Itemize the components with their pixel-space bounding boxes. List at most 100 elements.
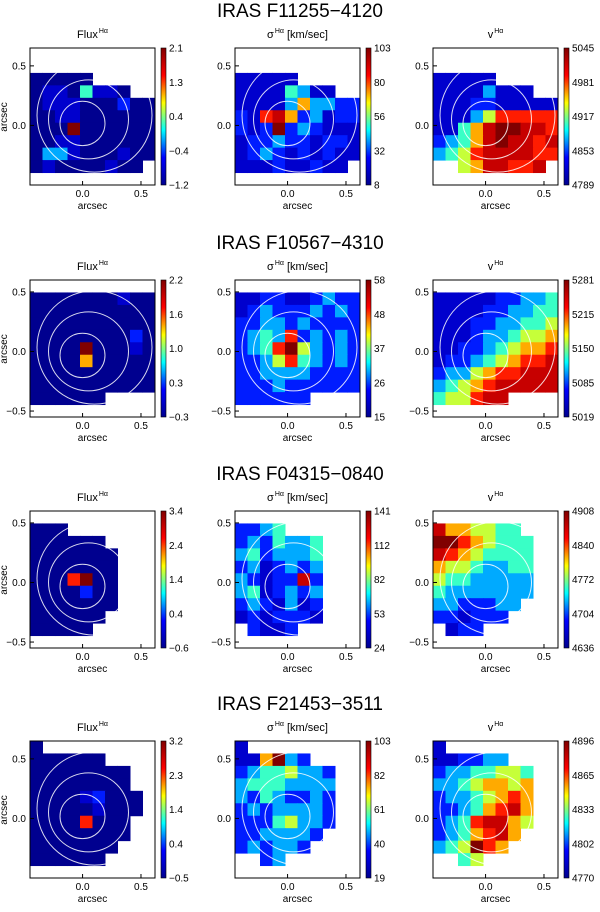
map-pixel — [30, 304, 43, 318]
x-tick-label: 0.0 — [281, 882, 295, 893]
map-pixel — [508, 122, 521, 136]
map-pixel — [105, 573, 118, 587]
map-pixel — [495, 610, 509, 624]
map-pixel — [30, 840, 43, 854]
panel-title: vHα — [421, 489, 571, 504]
map-pixel — [55, 765, 68, 779]
colorbar-tick-label: 82 — [374, 575, 386, 586]
map-pixel — [335, 354, 348, 368]
map-pixel — [235, 392, 248, 406]
map-pixel — [508, 135, 521, 149]
map-pixel — [272, 803, 286, 817]
map-pixel — [55, 85, 68, 99]
map-pixel — [458, 367, 471, 381]
map-pixel — [545, 342, 559, 356]
map-pixel — [260, 304, 273, 318]
map-pixel — [297, 840, 311, 854]
map-pixel — [533, 304, 546, 318]
colorbar-tick-label: 3.2 — [169, 737, 183, 748]
map-pixel — [347, 304, 361, 318]
contour-line — [264, 100, 311, 147]
map-pixel — [80, 147, 93, 161]
map-pixel — [495, 840, 509, 854]
y-tick-label: 0.5 — [12, 61, 26, 72]
axes-frame — [234, 740, 361, 879]
map-pixel — [30, 598, 43, 612]
map-pixel — [247, 354, 261, 368]
map-pixel — [67, 535, 81, 549]
colorbar-tick-label: 4853 — [572, 146, 595, 157]
map-pixel — [433, 392, 446, 406]
map-pixel — [495, 535, 509, 549]
map-pixel — [260, 97, 273, 111]
contour-line — [59, 793, 106, 840]
map-pixel — [30, 392, 43, 406]
map-pixel — [117, 765, 131, 779]
map-pixel — [80, 354, 93, 368]
map-pixel — [297, 317, 311, 331]
map-pixel — [445, 585, 459, 599]
panel-unit: [km/sec] — [283, 261, 328, 273]
map-pixel — [322, 85, 336, 99]
map-pixel — [520, 803, 534, 817]
map-pixel — [92, 598, 106, 612]
map-pixel — [483, 535, 496, 549]
x-tick-label: 0.0 — [281, 652, 295, 663]
map-pixel — [483, 97, 496, 111]
map-pixel — [117, 803, 131, 817]
map-pixel — [520, 585, 534, 599]
x-axis-label: arcsec — [77, 664, 108, 675]
panel-title: σHα [km/sec] — [223, 719, 373, 734]
x-axis-label: arcsec — [282, 201, 313, 212]
map-pixel — [235, 367, 248, 381]
map-pixel — [508, 790, 521, 804]
map-pixel — [55, 573, 68, 587]
map-pixel — [42, 354, 56, 368]
map-pixel — [235, 548, 248, 562]
contour-line — [264, 793, 311, 840]
map-pixel — [272, 110, 286, 124]
map-pixel — [520, 367, 534, 381]
contour-line — [253, 542, 334, 623]
map-pixel — [260, 110, 273, 124]
colorbar — [365, 740, 372, 879]
map-pixel — [247, 623, 261, 637]
map-pixel — [130, 160, 143, 174]
map-pixel — [285, 840, 298, 854]
panel-quantity: Flux — [77, 722, 98, 734]
map-pixel — [458, 317, 471, 331]
map-pixel — [470, 122, 484, 136]
map-pixel — [297, 85, 311, 99]
map-pixel — [335, 367, 348, 381]
map-pixel — [42, 828, 56, 842]
map-pixel — [80, 585, 93, 599]
map-pixel — [533, 135, 546, 149]
map-pixel — [285, 367, 298, 381]
map-panel: 0.0 0.5 0.5 0.0 −0.5 2.2 1.6 1.0 0.3 −0.3 — [6, 276, 189, 433]
map-pixel — [272, 317, 286, 331]
x-tick-label: 0.0 — [76, 652, 90, 663]
map-pixel — [105, 147, 118, 161]
map-pixel — [235, 317, 248, 331]
map-pixel — [310, 97, 323, 111]
map-pixel — [458, 329, 471, 343]
contour-line — [253, 311, 334, 392]
map-pixel — [42, 292, 56, 306]
map-pixel — [285, 122, 298, 136]
map-pixel — [297, 753, 311, 767]
y-tick-label: −0.5 — [211, 407, 231, 418]
map-pixel — [297, 535, 311, 549]
x-axis-label: arcsec — [480, 664, 511, 675]
axes-frame — [29, 510, 156, 649]
map-pixel — [458, 110, 471, 124]
map-pixel — [335, 304, 348, 318]
map-pixel — [92, 765, 106, 779]
map-pixel — [470, 535, 484, 549]
map-pixel — [247, 790, 261, 804]
x-tick-label: 0.0 — [76, 189, 90, 200]
map-pixel — [470, 342, 484, 356]
map-pixel — [458, 803, 471, 817]
map-pixel — [495, 828, 509, 842]
map-pixel — [235, 147, 248, 161]
map-pixel — [260, 598, 273, 612]
